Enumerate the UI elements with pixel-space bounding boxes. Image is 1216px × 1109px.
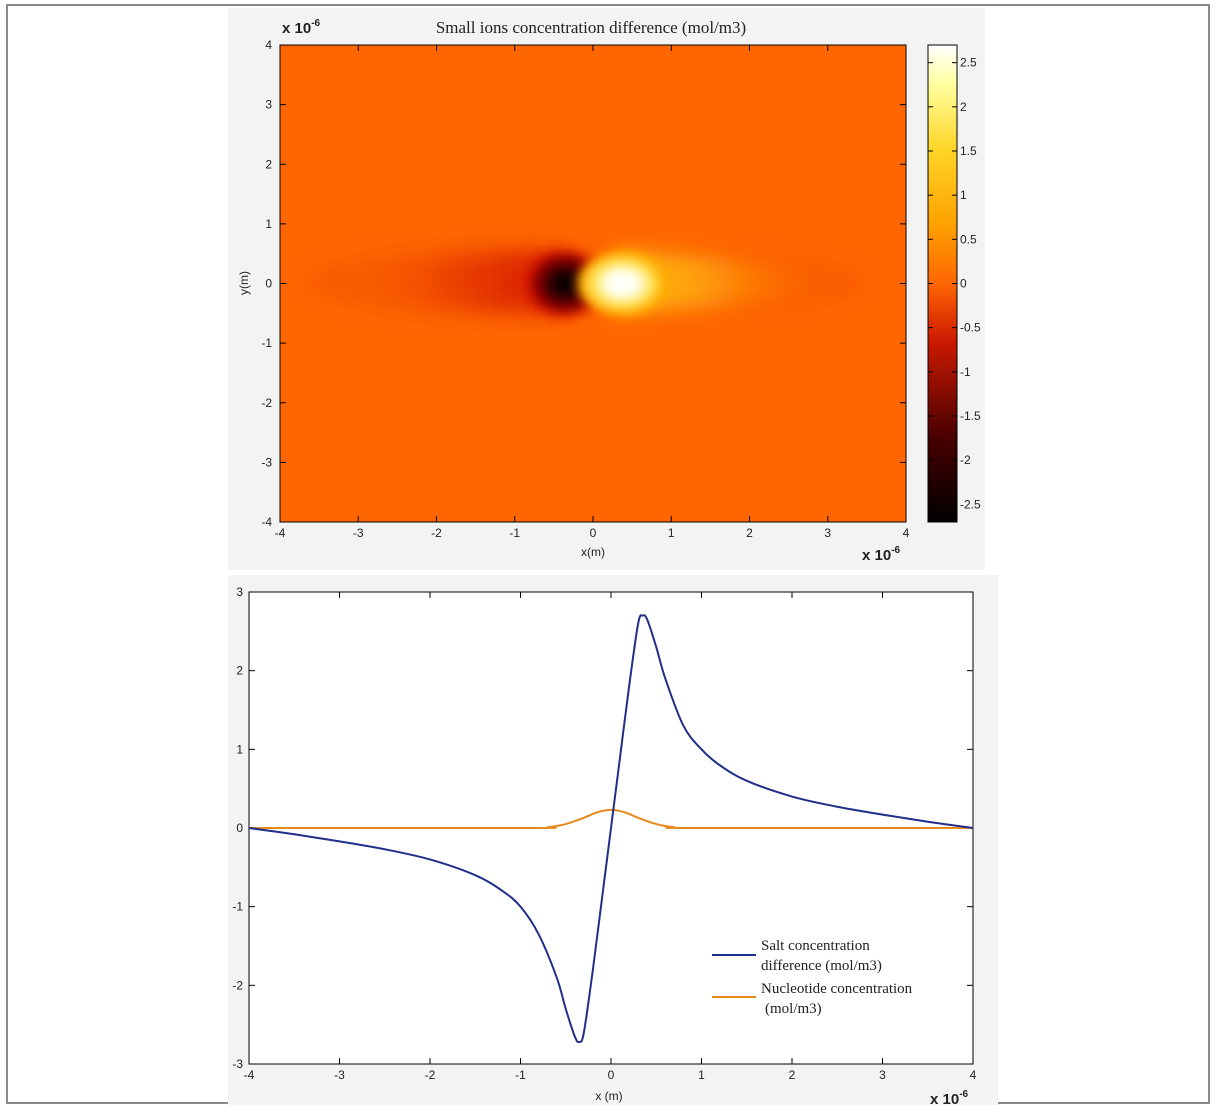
lineplot-x-label: x (m) (595, 1089, 622, 1103)
heatmap-x-tick-label: 4 (903, 526, 910, 540)
heatmap-y-tick-label: 2 (265, 157, 272, 171)
legend-nucleotide-label: Nucleotide concentration (761, 981, 913, 997)
heatmap-x-tick-label: 2 (746, 526, 753, 540)
colorbar-tick-label: 0.5 (960, 232, 977, 246)
lineplot-legend: Salt concentration difference (mol/m3) Nuc… (712, 938, 913, 1017)
lineplot-y-tick-label: -3 (232, 1057, 243, 1071)
lineplot-x-tick-label: 0 (608, 1068, 615, 1082)
heatmap-x-tick-label: 0 (590, 526, 597, 540)
lineplot-x-tick-label: 3 (879, 1068, 886, 1082)
lineplot-x-tick-label: -4 (244, 1068, 255, 1082)
colorbar-tick-label: -2.5 (960, 497, 981, 511)
heatmap-x-tick-label: 3 (824, 526, 831, 540)
heatmap-x-exponent: x 10-6 (862, 545, 901, 564)
legend-nucleotide-label: (mol/m3) (765, 1001, 822, 1017)
heatmap-x-tick-label: -2 (431, 526, 442, 540)
lineplot-y-tick-label: -2 (232, 978, 243, 992)
salt-concentration-line (248, 614, 974, 1044)
colorbar-tick-label: 2 (960, 100, 967, 114)
lineplot-y-tick-label: 1 (236, 742, 243, 756)
heatmap-y-tick-label: -3 (261, 455, 272, 469)
heatmap-negative-tail (330, 251, 568, 313)
heatmap-x-tick-label: -1 (509, 526, 520, 540)
lineplot-x-tick-label: 4 (970, 1068, 977, 1082)
colorbar-tick-label: 0 (960, 277, 967, 291)
heatmap-y-tick-label: -2 (261, 396, 272, 410)
colorbar-tick-label: -0.5 (960, 321, 981, 335)
heatmap-y-exponent: x 10-6 (282, 18, 321, 37)
colorbar-tick-label: 1 (960, 188, 967, 202)
nucleotide-concentration-line (248, 808, 974, 830)
lineplot-x-tick-label: 1 (698, 1068, 705, 1082)
heatmap-y-tick-label: -1 (261, 336, 272, 350)
lineplot-x-tick-label: -3 (334, 1068, 345, 1082)
colorbar-tick-label: -1 (960, 365, 971, 379)
heatmap-y-label: y(m) (237, 271, 251, 295)
legend-salt-label: Salt concentration (761, 938, 870, 954)
lineplot-x-exponent: x 10-6 (930, 1089, 969, 1108)
lineplot-x-tick-label: -1 (515, 1068, 526, 1082)
heatmap-title: Small ions concentration difference (mol… (436, 18, 746, 37)
heatmap-x-tick-label: -3 (353, 526, 364, 540)
heatmap-x-label: x(m) (581, 545, 605, 559)
heatmap-y-tick-label: 1 (265, 217, 272, 231)
lineplot-y-tick-label: 2 (236, 664, 243, 678)
lineplot-y-tick-label: 0 (236, 821, 243, 835)
lineplot-x-tick-label: 2 (789, 1068, 796, 1082)
heatmap-y-tick-label: -4 (261, 515, 272, 529)
heatmap-y-tick-label: 4 (265, 38, 272, 52)
colorbar-tick-label: -2 (960, 453, 971, 467)
lineplot-x-tick-label: -2 (425, 1068, 436, 1082)
legend-salt-label: difference (mol/m3) (761, 958, 882, 974)
heatmap-y-tick-label: 0 (265, 277, 272, 291)
heatmap-x-tick-label: -4 (275, 526, 286, 540)
lineplot-y-tick-label: -1 (232, 900, 243, 914)
heatmap-maximum-spot (572, 247, 673, 320)
colorbar-tick-label: 1.5 (960, 144, 977, 158)
colorbar-tick-label: 2.5 (960, 56, 977, 70)
heatmap-x-tick-label: 1 (668, 526, 675, 540)
lineplot-y-tick-label: 3 (236, 585, 243, 599)
colorbar-tick-label: -1.5 (960, 409, 981, 423)
heatmap-y-tick-label: 3 (265, 98, 272, 112)
heatmap-positive-tail (612, 252, 845, 312)
